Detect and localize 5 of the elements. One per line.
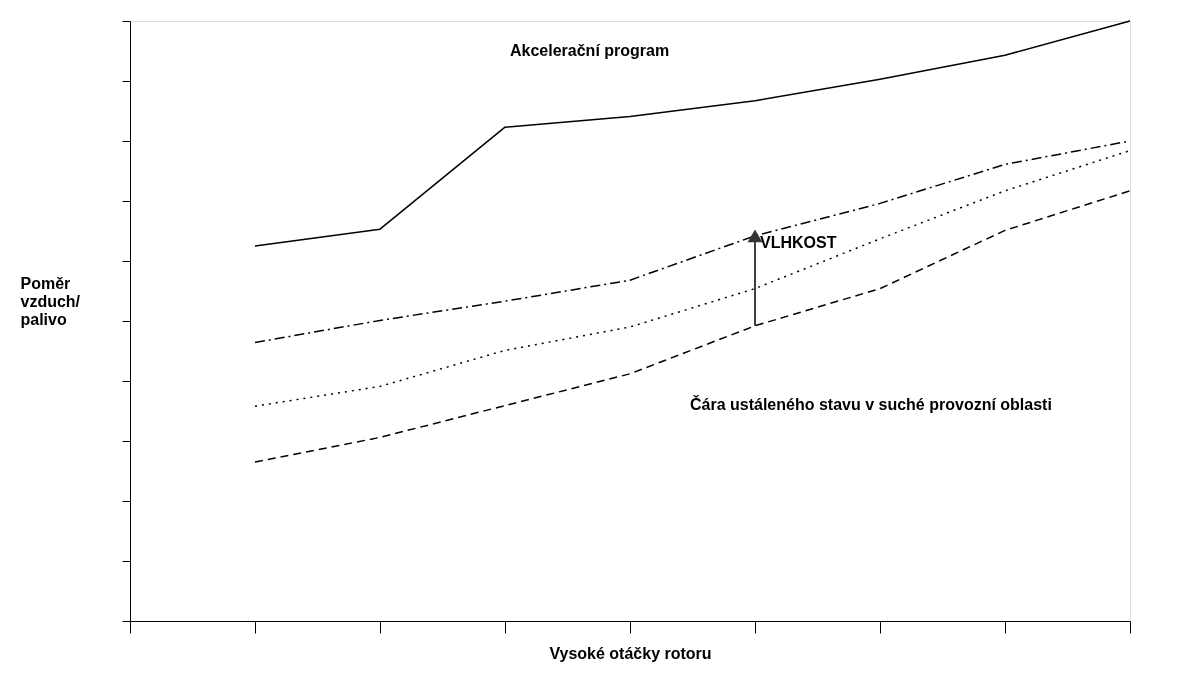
annotation: VLHKOST <box>760 234 837 251</box>
annotation: Akcelerační program <box>510 42 670 59</box>
y-axis-title: Poměr vzduch/palivo <box>20 274 81 328</box>
annotation: Čára ustáleného stavu v suché provozní oblasti <box>690 395 1052 413</box>
x-axis-title: Vysoké otáčky rotoru <box>549 645 712 662</box>
